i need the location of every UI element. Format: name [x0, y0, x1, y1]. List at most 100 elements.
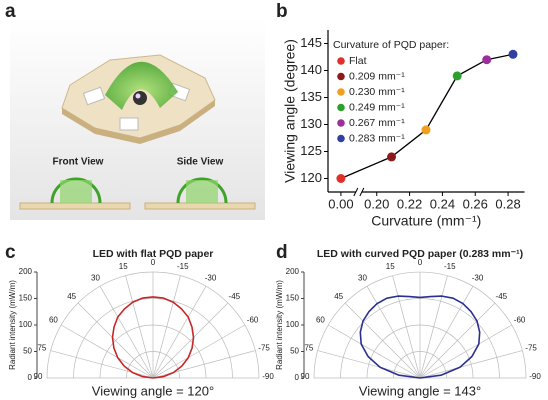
r-tick-label: 0	[295, 373, 300, 382]
x-axis-label: Curvature (mm⁻¹)	[371, 213, 481, 229]
y-tick-label: 125	[300, 143, 322, 158]
r-tick-label: 50	[23, 347, 32, 356]
legend-marker	[337, 134, 345, 143]
legend-label: Flat	[349, 55, 367, 67]
theta-tick-label: -30	[472, 274, 484, 283]
grid-spoke	[99, 286, 154, 379]
led-chip	[133, 91, 147, 105]
phosphor	[186, 180, 218, 203]
axis-break-gap	[355, 189, 362, 195]
theta-tick-label: -15	[177, 262, 189, 271]
x-tick-label: 0.26	[463, 196, 488, 211]
panel-label: b	[276, 1, 288, 22]
y-tick-label: 145	[300, 35, 322, 50]
theta-tick-label: -90	[262, 372, 274, 381]
grid-spoke	[152, 302, 229, 379]
y-axis-label: Viewing angle (degree)	[282, 39, 298, 183]
intensity-curve	[359, 295, 481, 379]
r-tick-label: 150	[19, 294, 33, 303]
theta-tick-label: -45	[496, 292, 508, 301]
axis-break	[353, 187, 359, 197]
legend-marker	[337, 57, 345, 65]
pad	[119, 117, 139, 131]
grid-spoke	[61, 324, 154, 379]
panel-label: c	[5, 242, 16, 263]
theta-tick-label: -45	[229, 292, 241, 301]
r-tick-label: 150	[286, 294, 300, 303]
grid-spoke	[419, 275, 448, 379]
grid-spoke	[317, 350, 421, 379]
curved-paper	[176, 177, 228, 204]
theta-tick-label: -30	[205, 274, 217, 283]
theta-tick-label: 90	[301, 372, 310, 381]
r-tick-label: 50	[290, 347, 299, 356]
annotation: Viewing angle = 120°	[92, 383, 214, 398]
x-tick-label: 0.24	[430, 196, 455, 211]
grid-spoke	[419, 350, 523, 379]
legend-label: 0.209 mm⁻¹	[349, 70, 405, 82]
grid-spoke	[419, 324, 512, 379]
theta-tick-label: -75	[258, 343, 270, 352]
curved-paper	[50, 177, 102, 204]
theta-tick-label: -60	[514, 316, 526, 325]
grid-spoke	[152, 275, 181, 379]
theta-tick-label: 60	[316, 316, 325, 325]
theta-tick-label: -90	[529, 372, 541, 381]
x-tick-label: 0.22	[397, 196, 422, 211]
theta-tick-label: 75	[304, 343, 313, 352]
legend-marker	[337, 119, 345, 127]
view-label: Side View	[177, 157, 224, 168]
theta-tick-label: -15	[444, 262, 456, 271]
x-tick-label: 0.00	[328, 196, 353, 211]
grid-spoke	[152, 324, 245, 379]
grid-spoke	[344, 302, 421, 379]
theta-tick-label: 0	[418, 258, 423, 267]
annotation: Viewing angle = 143°	[359, 383, 481, 398]
theta-tick-label: 15	[119, 262, 128, 271]
theta-tick-label: 45	[334, 292, 343, 301]
board-edge	[62, 100, 215, 144]
theta-tick-label: 60	[49, 316, 58, 325]
r-tick-label: 200	[19, 267, 33, 276]
data-point	[508, 49, 518, 59]
panel-label: d	[276, 242, 288, 263]
y-tick-label: 120	[300, 170, 322, 185]
r-axis-label: Radiant intensity (mW/m)	[275, 280, 284, 370]
data-point	[452, 71, 462, 81]
x-tick-label: 0.20	[364, 196, 389, 211]
theta-tick-label: 30	[358, 274, 367, 283]
legend-marker	[337, 72, 345, 81]
r-tick-label: 100	[19, 320, 33, 329]
y-tick-label: 135	[300, 89, 322, 104]
axis-break	[359, 187, 365, 197]
grid-spoke	[419, 302, 496, 379]
legend-label: 0.249 mm⁻¹	[349, 101, 405, 113]
board-side	[19, 202, 131, 210]
chart-title: LED with flat PQD paper	[93, 248, 214, 260]
theta-tick-label: 15	[386, 262, 395, 271]
chart-title: LED with curved PQD paper (0.283 mm⁻¹)	[317, 248, 523, 260]
theta-tick-label: 75	[37, 343, 46, 352]
view-label: Front View	[53, 157, 104, 168]
y-tick-label: 140	[300, 62, 322, 77]
theta-tick-label: 0	[151, 258, 156, 267]
theta-tick-label: 45	[67, 292, 76, 301]
legend-title: Curvature of PQD paper:	[333, 39, 449, 51]
illustration: Front View Side View	[10, 20, 265, 220]
grid-spoke	[366, 286, 421, 379]
y-tick-label: 130	[300, 116, 322, 131]
led-glow	[135, 93, 141, 99]
data-point	[387, 152, 397, 162]
theta-tick-label: -60	[247, 316, 259, 325]
data-point	[336, 174, 346, 183]
grid-spoke	[392, 275, 421, 379]
grid-spoke	[125, 275, 154, 379]
grid-spoke	[419, 286, 474, 379]
legend-label: 0.230 mm⁻¹	[349, 86, 405, 98]
legend-label: 0.283 mm⁻¹	[349, 132, 405, 144]
dome	[105, 61, 178, 110]
grid-spoke	[152, 286, 207, 379]
theta-tick-label: -75	[525, 343, 537, 352]
pad	[82, 86, 106, 106]
